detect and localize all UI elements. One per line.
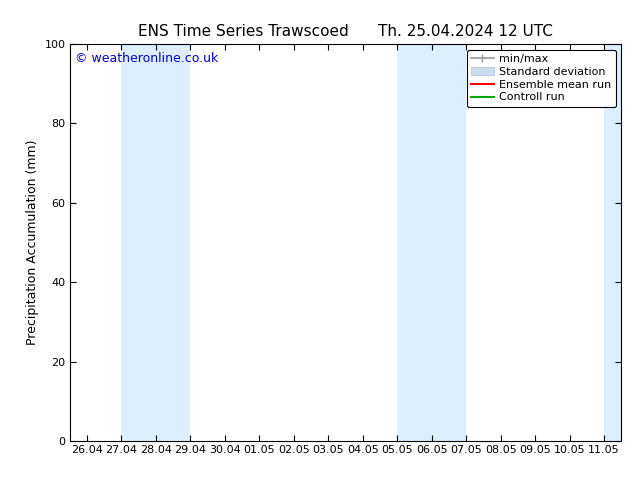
Title: ENS Time Series Trawscoed      Th. 25.04.2024 12 UTC: ENS Time Series Trawscoed Th. 25.04.2024… — [138, 24, 553, 39]
Legend: min/max, Standard deviation, Ensemble mean run, Controll run: min/max, Standard deviation, Ensemble me… — [467, 49, 616, 107]
Bar — [604, 44, 634, 441]
Bar — [122, 44, 190, 441]
Bar — [398, 44, 466, 441]
Text: © weatheronline.co.uk: © weatheronline.co.uk — [75, 52, 219, 65]
Y-axis label: Precipitation Accumulation (mm): Precipitation Accumulation (mm) — [26, 140, 39, 345]
